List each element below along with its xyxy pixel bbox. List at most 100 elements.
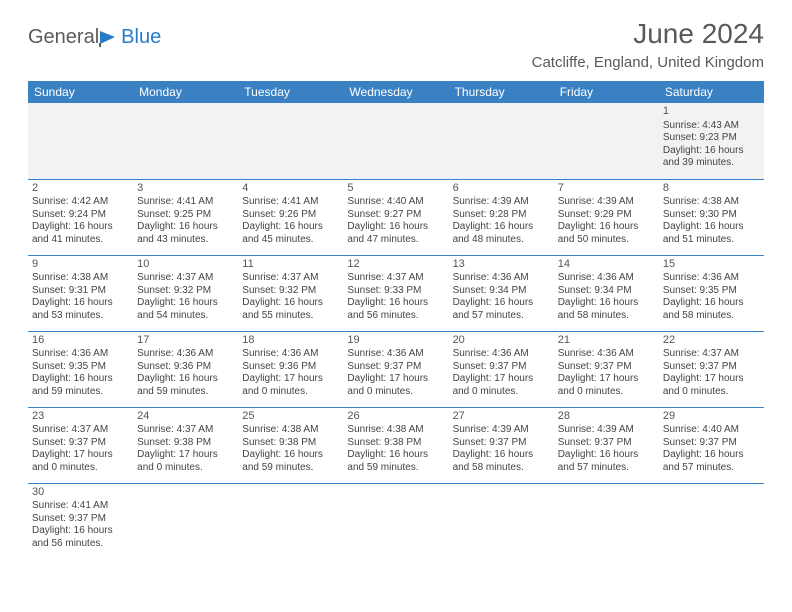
sunrise-text: Sunrise: 4:40 AM [663,424,760,437]
day-number: 22 [663,334,760,348]
calendar-week: 1Sunrise: 4:43 AMSunset: 9:23 PMDaylight… [28,103,764,179]
sunset-text: Sunset: 9:31 PM [32,285,129,298]
calendar-cell [28,103,133,179]
daylight-text: Daylight: 16 hours and 56 minutes. [347,297,444,322]
sunrise-text: Sunrise: 4:41 AM [32,500,129,513]
sunset-text: Sunset: 9:32 PM [242,285,339,298]
sunrise-text: Sunrise: 4:40 AM [347,196,444,209]
daylight-text: Daylight: 16 hours and 58 minutes. [663,297,760,322]
sunset-text: Sunset: 9:36 PM [242,361,339,374]
sunrise-text: Sunrise: 4:36 AM [558,348,655,361]
daylight-text: Daylight: 16 hours and 57 minutes. [663,449,760,474]
calendar-cell [449,483,554,559]
sunset-text: Sunset: 9:37 PM [453,437,550,450]
calendar-cell: 20Sunrise: 4:36 AMSunset: 9:37 PMDayligh… [449,331,554,407]
daylight-text: Daylight: 16 hours and 57 minutes. [453,297,550,322]
sunset-text: Sunset: 9:24 PM [32,209,129,222]
sunrise-text: Sunrise: 4:36 AM [242,348,339,361]
day-number: 30 [32,486,129,500]
day-number: 27 [453,410,550,424]
daylight-text: Daylight: 17 hours and 0 minutes. [453,373,550,398]
calendar-week: 16Sunrise: 4:36 AMSunset: 9:35 PMDayligh… [28,331,764,407]
location-text: Catcliffe, England, United Kingdom [532,54,764,71]
sunset-text: Sunset: 9:37 PM [347,361,444,374]
sunset-text: Sunset: 9:23 PM [663,132,760,145]
daylight-text: Daylight: 17 hours and 0 minutes. [663,373,760,398]
day-number: 29 [663,410,760,424]
calendar-cell: 11Sunrise: 4:37 AMSunset: 9:32 PMDayligh… [238,255,343,331]
daylight-text: Daylight: 16 hours and 59 minutes. [242,449,339,474]
daylight-text: Daylight: 16 hours and 55 minutes. [242,297,339,322]
sunrise-text: Sunrise: 4:39 AM [453,196,550,209]
day-header: Thursday [449,81,554,103]
sunset-text: Sunset: 9:32 PM [137,285,234,298]
sunrise-text: Sunrise: 4:36 AM [558,272,655,285]
day-number: 21 [558,334,655,348]
sunrise-text: Sunrise: 4:37 AM [137,272,234,285]
sunset-text: Sunset: 9:26 PM [242,209,339,222]
calendar-cell [343,483,448,559]
day-number: 1 [663,105,760,119]
day-number: 23 [32,410,129,424]
sunset-text: Sunset: 9:37 PM [558,361,655,374]
daylight-text: Daylight: 16 hours and 59 minutes. [137,373,234,398]
calendar-cell: 1Sunrise: 4:43 AMSunset: 9:23 PMDaylight… [659,103,764,179]
sunset-text: Sunset: 9:37 PM [453,361,550,374]
sunrise-text: Sunrise: 4:39 AM [558,424,655,437]
sunset-text: Sunset: 9:33 PM [347,285,444,298]
calendar-cell: 26Sunrise: 4:38 AMSunset: 9:38 PMDayligh… [343,407,448,483]
calendar-cell: 16Sunrise: 4:36 AMSunset: 9:35 PMDayligh… [28,331,133,407]
calendar-body: 1Sunrise: 4:43 AMSunset: 9:23 PMDaylight… [28,103,764,559]
sunset-text: Sunset: 9:27 PM [347,209,444,222]
daylight-text: Daylight: 16 hours and 48 minutes. [453,221,550,246]
sunrise-text: Sunrise: 4:37 AM [32,424,129,437]
calendar-cell: 23Sunrise: 4:37 AMSunset: 9:37 PMDayligh… [28,407,133,483]
day-number: 26 [347,410,444,424]
day-number: 13 [453,258,550,272]
sunrise-text: Sunrise: 4:38 AM [663,196,760,209]
sunrise-text: Sunrise: 4:36 AM [453,348,550,361]
sunrise-text: Sunrise: 4:41 AM [137,196,234,209]
daylight-text: Daylight: 16 hours and 59 minutes. [32,373,129,398]
day-number: 24 [137,410,234,424]
calendar-cell [133,103,238,179]
daylight-text: Daylight: 17 hours and 0 minutes. [347,373,444,398]
sunset-text: Sunset: 9:37 PM [663,361,760,374]
day-number: 17 [137,334,234,348]
sunset-text: Sunset: 9:38 PM [137,437,234,450]
sunset-text: Sunset: 9:35 PM [663,285,760,298]
calendar-cell: 12Sunrise: 4:37 AMSunset: 9:33 PMDayligh… [343,255,448,331]
sunrise-text: Sunrise: 4:37 AM [347,272,444,285]
calendar-cell [659,483,764,559]
sunset-text: Sunset: 9:37 PM [663,437,760,450]
day-number: 4 [242,182,339,196]
sunrise-text: Sunrise: 4:38 AM [242,424,339,437]
sunrise-text: Sunrise: 4:38 AM [347,424,444,437]
calendar-cell [343,103,448,179]
logo-text-blue: Blue [121,26,161,49]
sunset-text: Sunset: 9:28 PM [453,209,550,222]
day-header: Sunday [28,81,133,103]
daylight-text: Daylight: 16 hours and 51 minutes. [663,221,760,246]
day-header: Monday [133,81,238,103]
day-number: 11 [242,258,339,272]
calendar-cell: 25Sunrise: 4:38 AMSunset: 9:38 PMDayligh… [238,407,343,483]
calendar-cell: 28Sunrise: 4:39 AMSunset: 9:37 PMDayligh… [554,407,659,483]
daylight-text: Daylight: 16 hours and 43 minutes. [137,221,234,246]
sunrise-text: Sunrise: 4:42 AM [32,196,129,209]
sunrise-text: Sunrise: 4:39 AM [558,196,655,209]
calendar-head: SundayMondayTuesdayWednesdayThursdayFrid… [28,81,764,103]
day-number: 28 [558,410,655,424]
page-header: General Blue June 2024 Catcliffe, Englan… [28,18,764,71]
sunset-text: Sunset: 9:38 PM [242,437,339,450]
day-number: 15 [663,258,760,272]
day-number: 19 [347,334,444,348]
calendar-cell: 24Sunrise: 4:37 AMSunset: 9:38 PMDayligh… [133,407,238,483]
calendar-week: 9Sunrise: 4:38 AMSunset: 9:31 PMDaylight… [28,255,764,331]
sunset-text: Sunset: 9:37 PM [32,513,129,526]
calendar-cell: 2Sunrise: 4:42 AMSunset: 9:24 PMDaylight… [28,179,133,255]
calendar-cell [238,483,343,559]
daylight-text: Daylight: 16 hours and 41 minutes. [32,221,129,246]
sunrise-text: Sunrise: 4:37 AM [663,348,760,361]
sunrise-text: Sunrise: 4:41 AM [242,196,339,209]
